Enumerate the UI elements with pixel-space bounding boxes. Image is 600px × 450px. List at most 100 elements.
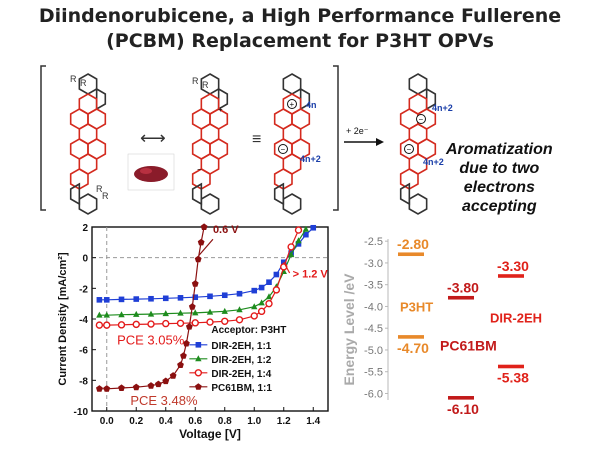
y-axis-label: Current Density [mA/cm²] — [57, 252, 69, 386]
y-tick-label: -3.5 — [364, 280, 383, 292]
data-point — [272, 286, 281, 294]
x-tick-label: 0.2 — [129, 416, 143, 427]
cation-charge-label: + — [218, 105, 223, 114]
data-point — [221, 317, 229, 326]
y-tick-label: -4.0 — [364, 301, 383, 313]
data-point — [302, 225, 310, 232]
energy-level-value: -2.80 — [397, 236, 429, 252]
diindenorubicene-structure-4 — [401, 74, 436, 214]
title-line-1: Diindenorubicene, a High Performance Ful… — [38, 5, 562, 27]
y-axis-label: Energy Level /eV — [341, 273, 357, 386]
data-point — [258, 299, 265, 306]
data-point — [310, 224, 317, 231]
legend-label: DIR-2EH, 1:1 — [211, 341, 271, 352]
voc-pointer-line — [198, 238, 214, 256]
legend-label: PC61BM, 1:1 — [211, 383, 272, 394]
energy-level-value: -4.70 — [397, 340, 429, 356]
legend-marker — [195, 342, 202, 348]
pce-annotation: PCE 3.48% — [130, 393, 198, 408]
r-group-label: R — [192, 76, 199, 86]
data-point — [96, 297, 103, 303]
data-point — [192, 294, 199, 301]
data-point — [180, 352, 187, 359]
data-point — [95, 321, 104, 329]
x-tick-label: 0.8 — [218, 416, 232, 427]
equivalence-symbol: ≡ — [252, 131, 261, 148]
data-point — [295, 241, 302, 247]
data-point — [200, 223, 208, 230]
data-point — [118, 384, 125, 391]
energy-level-chart: -2.5 -3.0 -3.5 -4.0 -4.5 -5.0 -5.5 -6.0 Energy L… — [341, 236, 542, 417]
title-line-2: (PCBM) Replacement for P3HT OPVs — [106, 30, 494, 52]
data-point — [197, 238, 205, 246]
crystal-sample-image — [134, 166, 168, 182]
caption-line: due to two — [459, 160, 540, 177]
y-tick-label: -6.0 — [364, 388, 383, 400]
data-point — [191, 280, 199, 287]
aromatization-caption: Aromatization due to two electrons accep… — [446, 140, 553, 216]
y-tick-label: -2.5 — [364, 236, 383, 248]
data-point — [147, 310, 155, 317]
data-point — [162, 377, 170, 385]
energy-level-bar — [448, 396, 474, 400]
data-point — [250, 312, 258, 320]
energy-level-value: -3.30 — [497, 258, 529, 274]
data-point — [162, 310, 169, 317]
energy-level-bar — [498, 364, 524, 369]
data-point — [257, 307, 266, 316]
anion-charge-label: − — [281, 145, 286, 154]
data-point — [176, 319, 185, 327]
legend-marker — [194, 369, 203, 377]
data-point — [103, 385, 111, 392]
x-tick-label: 0.0 — [100, 416, 114, 427]
anion-charge-label: − — [197, 165, 202, 174]
data-point — [118, 296, 125, 303]
y-tick-label: 2 — [82, 223, 88, 234]
y-tick-label: -3.0 — [364, 258, 383, 270]
y-tick-label: -4 — [79, 315, 88, 326]
r-group-label: R — [96, 184, 103, 194]
y-tick-label: -8 — [79, 376, 88, 387]
y-tick-label: -5.0 — [364, 345, 383, 357]
electron-count-label: 4n — [306, 100, 317, 110]
energy-level-value: -5.38 — [497, 369, 529, 385]
energy-level-bar — [398, 252, 424, 257]
caption-line: Aromatization — [446, 141, 553, 158]
data-point — [96, 311, 103, 318]
diindenorubicene-structure-2 — [193, 74, 228, 214]
data-point — [251, 303, 258, 310]
data-point — [117, 321, 126, 329]
data-point — [194, 255, 202, 263]
y-tick-label: -6 — [79, 346, 88, 357]
reaction-scheme: R R R R ⟷ + − R R ≡ + − 4n 4n+2 + 2e⁻ − … — [40, 65, 453, 217]
data-point — [192, 309, 199, 316]
data-point — [133, 310, 140, 317]
x-tick-label: 1.4 — [306, 416, 320, 427]
y-tick-label: 0 — [82, 254, 88, 265]
voc-annotation: > 1.2 V — [293, 269, 329, 281]
data-point — [154, 380, 162, 388]
data-point — [207, 293, 213, 300]
energy-level-bar — [448, 295, 474, 300]
reduction-label: + 2e⁻ — [346, 126, 369, 136]
legend-marker — [194, 383, 202, 390]
anion-charge-circle — [404, 144, 414, 154]
y-tick-label: -4.5 — [364, 323, 383, 335]
data-point — [235, 316, 244, 324]
page-title: Diindenorubicene, a High Performance Ful… — [0, 4, 600, 54]
data-point — [188, 303, 196, 310]
data-point — [95, 385, 103, 392]
y-tick-label: -2 — [79, 284, 88, 295]
data-point — [162, 295, 169, 302]
data-point — [148, 295, 154, 302]
r-group-label: R — [202, 80, 209, 90]
anion-charge-label: − — [419, 115, 424, 124]
voc-pointer-line — [283, 261, 291, 274]
legend-label: DIR-2EH, 1:2 — [211, 355, 271, 366]
legend-label: DIR-2EH, 1:4 — [211, 369, 271, 380]
data-point — [266, 279, 272, 285]
anion-charge-label: − — [407, 145, 412, 154]
data-point — [103, 311, 110, 318]
cation-charge-label: + — [290, 100, 295, 109]
voc-annotation: 0.6 V — [213, 224, 239, 236]
